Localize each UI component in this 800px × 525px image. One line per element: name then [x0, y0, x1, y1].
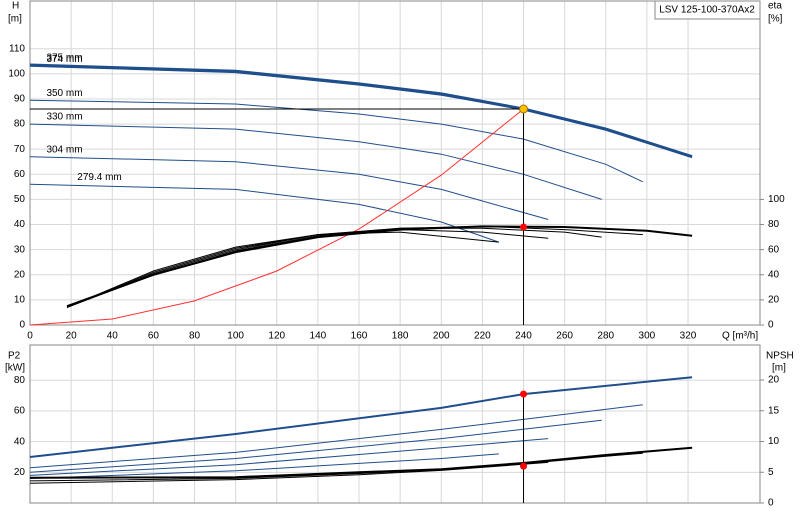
y2-tick-label: 40 [768, 269, 780, 280]
curve-label: 350 mm [46, 88, 82, 99]
y2-tick-label: 20 [768, 375, 780, 386]
x-tick-label: 0 [27, 331, 33, 342]
y-tick-label: 20 [14, 467, 26, 478]
x-tick-label: 120 [268, 331, 285, 342]
curve [29, 419, 602, 473]
top-plot-frame [29, 0, 761, 326]
y-tick-label: 110 [9, 43, 25, 54]
curve [29, 446, 693, 479]
x-tick-label: 320 [680, 331, 697, 342]
curve [29, 156, 549, 220]
y-tick-label: 70 [14, 144, 26, 155]
x-tick-label: 260 [556, 331, 573, 342]
y2-label: NPSH [766, 351, 794, 362]
x-tick-label: 280 [597, 331, 614, 342]
eta-point [520, 223, 528, 231]
y-tick-label: 10 [14, 295, 26, 306]
y2-tick-label: 60 [768, 244, 780, 255]
y-tick-label: 20 [14, 269, 26, 280]
curve [66, 231, 499, 308]
y-tick-label: 40 [14, 436, 26, 447]
y-tick-label: 60 [14, 406, 26, 417]
curve [29, 99, 644, 183]
title-box [654, 0, 761, 20]
x-tick-label: 180 [392, 331, 409, 342]
y-tick-label: 60 [14, 169, 26, 180]
chart-title: LSV 125-100-370Ax2 [659, 5, 755, 16]
x-tick-label: 160 [351, 331, 368, 342]
y-unit: [m] [8, 14, 22, 25]
y-unit: [kW] [5, 363, 25, 374]
x-label: Q [m³/h] [722, 331, 758, 342]
curve-label: 374 mm [46, 54, 82, 65]
curve [29, 376, 693, 458]
x-tick-label: 80 [189, 331, 201, 342]
bottom-plot-frame [29, 344, 761, 504]
curve [29, 453, 499, 479]
y2-tick-label: 0 [768, 498, 774, 509]
x-tick-label: 40 [107, 331, 119, 342]
curve [29, 404, 643, 469]
curve [66, 227, 602, 308]
y2-tick-label: 15 [768, 405, 780, 416]
y-tick-label: 100 [8, 68, 25, 79]
curve-label: 304 mm [46, 144, 82, 155]
y-tick-label: 80 [14, 119, 26, 130]
curve [66, 229, 549, 308]
y-tick-label: 80 [14, 375, 26, 386]
y-tick-label: 40 [14, 219, 26, 230]
x-tick-label: 60 [148, 331, 160, 342]
y2-tick-label: 100 [768, 194, 785, 205]
curve [66, 225, 693, 308]
curve [29, 452, 643, 482]
y-tick-label: 50 [14, 194, 26, 205]
x-tick-label: 200 [433, 331, 450, 342]
y-tick-label: 30 [14, 244, 26, 255]
curve-label: 330 mm [46, 112, 82, 123]
x-tick-label: 300 [639, 331, 656, 342]
curve [29, 108, 524, 326]
x-tick-label: 20 [66, 331, 78, 342]
y-tick-label: 0 [19, 320, 25, 331]
x-tick-label: 240 [515, 331, 532, 342]
duty-point [519, 104, 529, 114]
y2-unit: [m] [772, 363, 786, 374]
curve-label: 375 mm [46, 53, 82, 64]
curve [29, 63, 693, 159]
curve [29, 123, 602, 200]
p2-point [520, 390, 528, 398]
x-tick-label: 140 [310, 331, 327, 342]
curve [29, 438, 549, 476]
curve [29, 65, 693, 158]
curve-label: 279.4 mm [77, 172, 121, 183]
y-label: H [12, 1, 19, 12]
y2-tick-label: 10 [768, 436, 780, 447]
y2-tick-label: 5 [768, 467, 774, 478]
x-tick-label: 220 [474, 331, 491, 342]
y2-tick-label: 20 [768, 295, 780, 306]
y2-tick-label: 0 [768, 320, 774, 331]
npsh-point [520, 462, 528, 470]
y2-tick-label: 80 [768, 219, 780, 230]
y2-label: eta [768, 1, 782, 12]
y-label: P2 [8, 351, 21, 362]
curve [29, 461, 549, 484]
curve [29, 183, 499, 243]
y2-unit: [%] [768, 14, 783, 25]
x-tick-label: 100 [227, 331, 244, 342]
y-tick-label: 90 [14, 94, 26, 105]
